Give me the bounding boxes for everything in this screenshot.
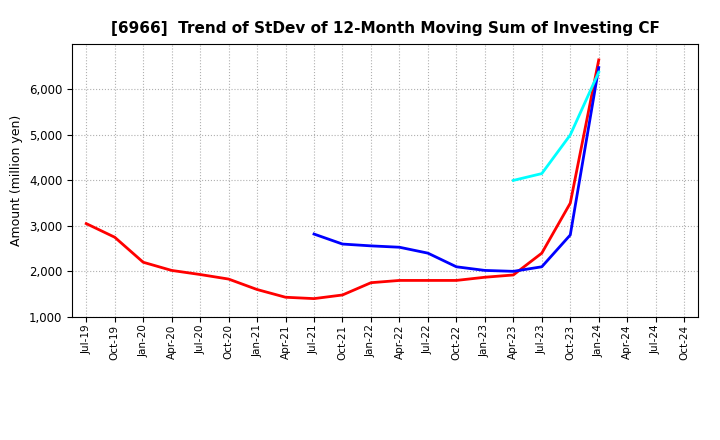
Title: [6966]  Trend of StDev of 12-Month Moving Sum of Investing CF: [6966] Trend of StDev of 12-Month Moving… <box>111 21 660 36</box>
Y-axis label: Amount (million yen): Amount (million yen) <box>10 115 23 246</box>
